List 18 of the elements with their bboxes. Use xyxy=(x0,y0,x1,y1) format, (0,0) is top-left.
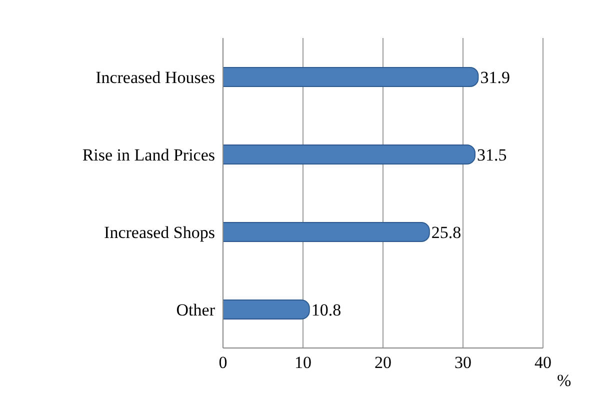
x-tick-label: 40 xyxy=(534,353,552,372)
x-tick-label: 10 xyxy=(294,353,312,372)
y-tick-label: Increased Shops xyxy=(104,222,215,242)
y-tick-label: Increased Houses xyxy=(96,68,215,87)
bar xyxy=(223,299,310,320)
bar xyxy=(223,222,430,242)
y-tick-label: Other xyxy=(176,300,216,320)
x-axis-title: % xyxy=(557,371,572,390)
data-label: 25.8 xyxy=(431,222,462,242)
data-label: 31.5 xyxy=(477,145,507,164)
data-label: 31.9 xyxy=(480,68,510,87)
x-tick-label: 30 xyxy=(454,353,472,372)
bar xyxy=(223,144,476,164)
data-label: 10.8 xyxy=(311,300,342,320)
x-tick-label: 20 xyxy=(374,353,392,372)
y-tick-label: Rise in Land Prices xyxy=(82,145,215,164)
x-tick-label: 0 xyxy=(218,353,228,372)
bar xyxy=(223,66,479,87)
